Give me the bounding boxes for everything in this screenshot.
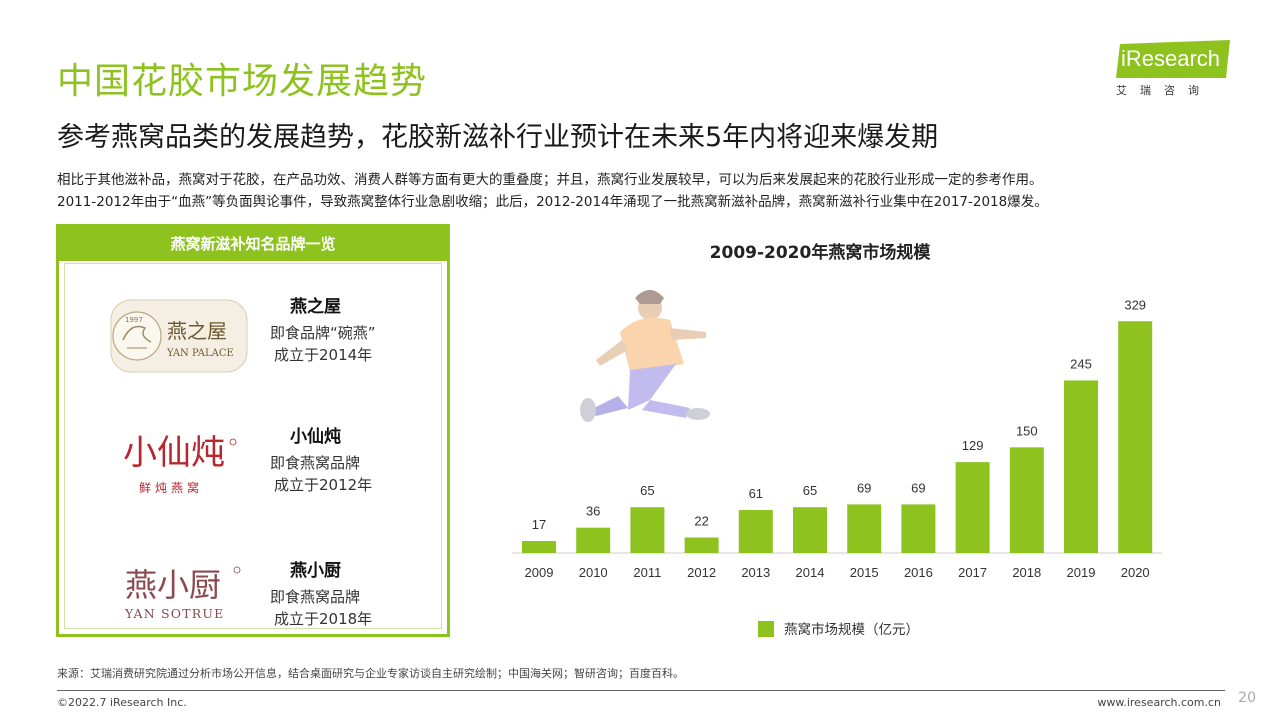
- logo-text: iResearch: [1121, 46, 1221, 71]
- data-label-2009: 17: [532, 517, 546, 532]
- bar-2010: [576, 527, 611, 553]
- yanzhiwu-logo-main: 燕之屋: [167, 319, 227, 343]
- bar-2019: [1064, 380, 1098, 553]
- logo-mark-icon: [1116, 40, 1230, 78]
- brand-item-yanxiaochu: 燕小厨 YAN SOTRUE 燕小厨 即食燕窝品牌 成立于2018年: [65, 556, 441, 666]
- brand-founded: 成立于2014年: [274, 346, 373, 364]
- source-note: 来源：艾瑞消费研究院通过分析市场公开信息，结合桌面研究与企业专家访谈自主研究绘制…: [57, 667, 684, 680]
- yanxiaochu-logo-main: 燕小厨: [125, 566, 221, 604]
- bar-2013: [738, 510, 773, 553]
- x-tick-2018: 2018: [1012, 565, 1041, 580]
- xiaoxiandun-logo-sub: 鲜炖燕窝: [139, 480, 203, 495]
- brand-name: 燕小厨: [290, 561, 341, 581]
- data-label-2015: 69: [857, 480, 871, 495]
- footer-divider: [57, 690, 1225, 691]
- data-label-2012: 22: [694, 514, 708, 529]
- description-line-2: 2011-2012年由于“血燕”等负面舆论事件，导致燕窝整体行业急剧收缩；此后，…: [57, 194, 1048, 210]
- x-tick-2015: 2015: [850, 565, 879, 580]
- data-label-2019: 245: [1070, 356, 1092, 371]
- data-label-2014: 65: [803, 483, 817, 498]
- data-label-2013: 61: [749, 486, 763, 501]
- x-tick-2013: 2013: [741, 565, 770, 580]
- running-person-illustration: [580, 290, 710, 422]
- data-label-2018: 150: [1016, 423, 1038, 438]
- description: 相比于其他滋补品，燕窝对于花胶，在产品功效、消费人群等方面有更大的重叠度；并且，…: [57, 169, 1237, 213]
- data-label-2020: 329: [1124, 297, 1146, 312]
- bar-2014: [793, 507, 827, 553]
- website-url: www.iresearch.com.cn: [1097, 696, 1221, 709]
- x-tick-2020: 2020: [1121, 565, 1150, 580]
- market-size-bar-chart: 17 2009 36 2010 65 2011 22 2012 61 2013 65 2014 69 20…: [512, 290, 1162, 580]
- data-label-2017: 129: [962, 438, 984, 453]
- brand-founded: 成立于2018年: [274, 610, 373, 628]
- yanzhiwu-logo: 1997 燕之屋 YAN PALACE: [110, 299, 248, 373]
- x-tick-2019: 2019: [1067, 565, 1096, 580]
- brand-item-yanzhiwu: 1997 燕之屋 YAN PALACE 燕之屋 即食品牌“碗燕” 成立于2014…: [65, 292, 441, 402]
- chart-legend: 燕窝市场规模（亿元）: [758, 618, 919, 638]
- bar-2015: [847, 504, 882, 553]
- brand-name: 小仙炖: [290, 427, 341, 447]
- bar-2009: [522, 541, 556, 553]
- brand-description: 即食燕窝品牌: [270, 588, 361, 606]
- description-line-1: 相比于其他滋补品，燕窝对于花胶，在产品功效、消费人群等方面有更大的重叠度；并且，…: [57, 172, 1043, 188]
- bar-2020: [1118, 321, 1153, 553]
- yanzhiwu-logo-sub: YAN PALACE: [166, 348, 234, 359]
- data-label-2016: 69: [911, 480, 925, 495]
- x-tick-2014: 2014: [796, 565, 825, 580]
- copyright: ©2022.7 iResearch Inc.: [57, 696, 187, 709]
- brand-item-xiaoxiandun: 小仙炖 鲜炖燕窝 小仙炖 即食燕窝品牌 成立于2012年: [65, 422, 441, 532]
- brand-list: 1997 燕之屋 YAN PALACE 燕之屋 即食品牌“碗燕” 成立于2014…: [64, 263, 442, 629]
- yanxiaochu-info: 燕小厨 即食燕窝品牌 成立于2018年: [270, 556, 440, 630]
- page-title: 中国花胶市场发展趋势: [57, 61, 428, 102]
- bar-2011: [630, 507, 665, 553]
- brand-description: 即食品牌“碗燕”: [270, 324, 376, 342]
- x-tick-2017: 2017: [958, 565, 987, 580]
- yanzhiwu-logo-year: 1997: [125, 316, 143, 324]
- brand-panel-title: 燕窝新滋补知名品牌一览: [59, 227, 447, 261]
- xiaoxiandun-info: 小仙炖 即食燕窝品牌 成立于2012年: [270, 422, 440, 496]
- brand-name: 燕之屋: [290, 297, 341, 317]
- page-subtitle: 参考燕窝品类的发展趋势，花胶新滋补行业预计在未来5年内将迎来爆发期: [57, 122, 939, 153]
- yanxiaochu-logo: 燕小厨 YAN SOTRUE: [124, 566, 241, 621]
- yanzhiwu-info: 燕之屋 即食品牌“碗燕” 成立于2014年: [270, 292, 440, 366]
- brand-founded: 成立于2012年: [274, 476, 373, 494]
- bar-2016: [901, 504, 936, 553]
- data-label-2010: 36: [586, 504, 600, 519]
- x-tick-2009: 2009: [525, 565, 554, 580]
- logo-subtext: 艾瑞咨询: [1116, 84, 1212, 97]
- data-label-2011: 65: [640, 483, 654, 498]
- xiaoxiandun-logo-main: 小仙炖: [123, 433, 225, 473]
- chart-title: 2009-2020年燕窝市场规模: [709, 243, 931, 263]
- legend-label: 燕窝市场规模（亿元）: [784, 622, 919, 638]
- bar-2017: [955, 462, 990, 553]
- x-tick-2011: 2011: [633, 565, 661, 580]
- page-number: 20: [1238, 690, 1256, 706]
- bar-2018: [1009, 447, 1044, 553]
- xiaoxiandun-logo: 小仙炖 鲜炖燕窝: [123, 433, 237, 495]
- brand-panel: 燕窝新滋补知名品牌一览 1997 燕之屋 YAN PALACE 燕之屋 即食品牌…: [56, 224, 450, 637]
- bars-group: 17 2009 36 2010 65 2011 22 2012 61 2013 65 2014 69 20…: [522, 297, 1153, 580]
- iresearch-logo: iResearch 艾瑞咨询: [1116, 40, 1236, 100]
- yanxiaochu-logo-sub: YAN SOTRUE: [124, 606, 224, 621]
- x-tick-2016: 2016: [904, 565, 933, 580]
- x-tick-2012: 2012: [687, 565, 716, 580]
- x-tick-2010: 2010: [579, 565, 608, 580]
- legend-swatch: [758, 621, 774, 637]
- bar-2012: [684, 537, 719, 553]
- brand-description: 即食燕窝品牌: [270, 454, 361, 472]
